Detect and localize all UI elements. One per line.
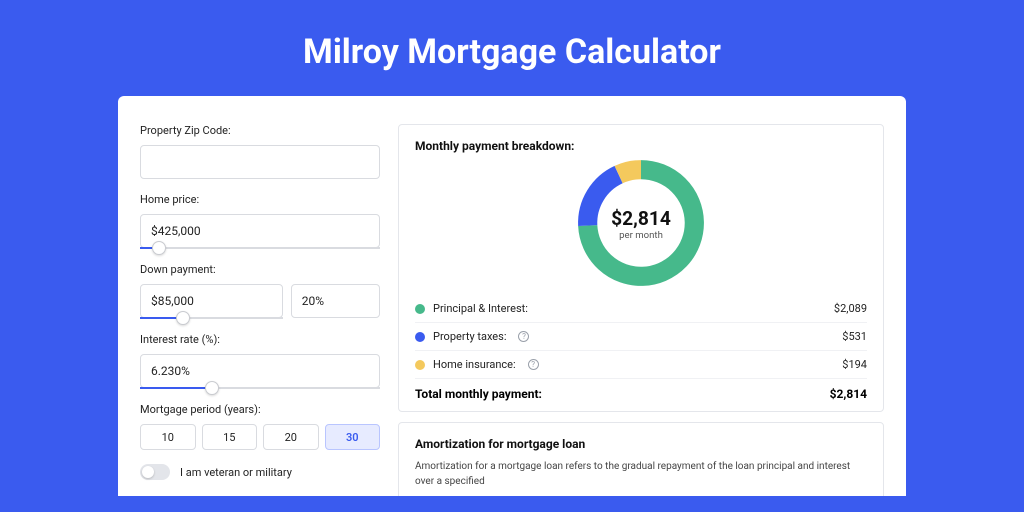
home-price-input[interactable] — [140, 214, 380, 248]
swatch-insurance — [415, 360, 425, 370]
home-price-slider[interactable] — [140, 247, 380, 249]
legend-value-principal: $2,089 — [834, 302, 867, 315]
veteran-field: I am veteran or military — [140, 464, 380, 480]
donut-chart: $2,814 per month — [577, 159, 705, 287]
amortization-panel: Amortization for mortgage loan Amortizat… — [398, 422, 884, 496]
zip-input[interactable] — [140, 145, 380, 179]
donut-center-sub: per month — [619, 230, 663, 241]
period-option-20[interactable]: 20 — [263, 424, 319, 450]
period-option-30[interactable]: 30 — [325, 424, 381, 450]
mortgage-period-label: Mortgage period (years): — [140, 403, 380, 416]
down-payment-slider-thumb[interactable] — [176, 311, 190, 325]
interest-rate-slider[interactable] — [140, 387, 380, 389]
home-price-label: Home price: — [140, 193, 380, 206]
breakdown-title: Monthly payment breakdown: — [415, 139, 867, 153]
swatch-principal — [415, 304, 425, 314]
calculator-card: Property Zip Code: Home price: Down paym… — [118, 96, 906, 496]
amortization-title: Amortization for mortgage loan — [415, 437, 867, 451]
legend: Principal & Interest: $2,089 Property ta… — [415, 295, 867, 401]
amortization-text: Amortization for a mortgage loan refers … — [415, 459, 867, 489]
legend-row-principal: Principal & Interest: $2,089 — [415, 295, 867, 323]
down-payment-field: Down payment: — [140, 263, 380, 319]
interest-rate-slider-fill — [140, 387, 212, 389]
legend-row-taxes: Property taxes: ? $531 — [415, 323, 867, 351]
page-title: Milroy Mortgage Calculator — [0, 0, 1024, 96]
down-payment-slider[interactable] — [140, 317, 283, 319]
mortgage-period-options: 10 15 20 30 — [140, 424, 380, 450]
veteran-toggle[interactable] — [140, 464, 170, 480]
zip-field: Property Zip Code: — [140, 124, 380, 179]
veteran-label: I am veteran or military — [180, 466, 292, 479]
breakdown-panel: Monthly payment breakdown: $2,814 per mo… — [398, 124, 884, 412]
total-value: $2,814 — [830, 387, 867, 401]
interest-rate-field: Interest rate (%): — [140, 333, 380, 389]
legend-label-insurance: Home insurance: — [433, 358, 516, 371]
period-option-15[interactable]: 15 — [202, 424, 258, 450]
legend-row-total: Total monthly payment: $2,814 — [415, 379, 867, 401]
donut-center-value: $2,814 — [611, 207, 671, 230]
interest-rate-slider-thumb[interactable] — [205, 381, 219, 395]
home-price-slider-thumb[interactable] — [152, 241, 166, 255]
zip-label: Property Zip Code: — [140, 124, 380, 137]
down-payment-percent-input[interactable] — [291, 284, 380, 318]
home-price-field: Home price: — [140, 193, 380, 249]
down-payment-label: Down payment: — [140, 263, 380, 276]
mortgage-period-field: Mortgage period (years): 10 15 20 30 — [140, 403, 380, 450]
donut-chart-wrap: $2,814 per month — [415, 159, 867, 287]
period-option-10[interactable]: 10 — [140, 424, 196, 450]
interest-rate-label: Interest rate (%): — [140, 333, 380, 346]
legend-row-insurance: Home insurance: ? $194 — [415, 351, 867, 379]
legend-label-principal: Principal & Interest: — [433, 302, 528, 315]
form-panel: Property Zip Code: Home price: Down paym… — [140, 124, 380, 496]
results-panel: Monthly payment breakdown: $2,814 per mo… — [398, 124, 884, 496]
legend-label-taxes: Property taxes: — [433, 330, 506, 343]
info-icon[interactable]: ? — [528, 359, 539, 370]
swatch-taxes — [415, 332, 425, 342]
legend-value-taxes: $531 — [842, 330, 867, 343]
info-icon[interactable]: ? — [518, 331, 529, 342]
legend-value-insurance: $194 — [842, 358, 867, 371]
down-payment-amount-input[interactable] — [140, 284, 283, 318]
interest-rate-input[interactable] — [140, 354, 380, 388]
total-label: Total monthly payment: — [415, 387, 542, 401]
